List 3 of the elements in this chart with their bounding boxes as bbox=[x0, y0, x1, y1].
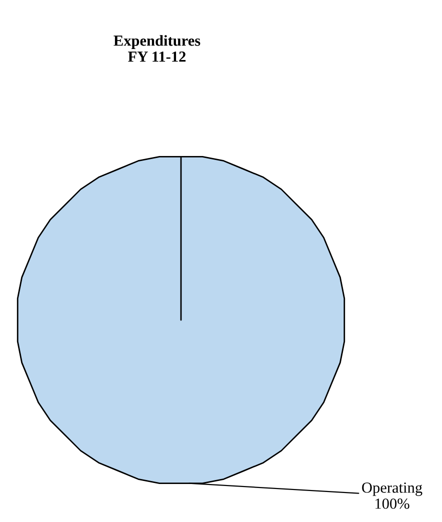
chart-title: Expenditures FY 11-12 bbox=[114, 35, 200, 62]
data-label: 100% bbox=[376, 498, 410, 509]
slice-label: Operating bbox=[362, 482, 422, 496]
